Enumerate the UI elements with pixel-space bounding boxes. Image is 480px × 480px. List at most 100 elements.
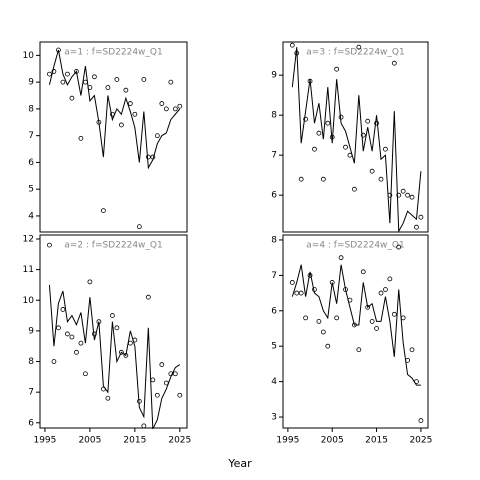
data-point [74,349,79,355]
data-point [329,280,335,285]
data-point [343,144,348,150]
y-tick-label: 10 [23,51,35,61]
data-point [163,106,169,112]
data-point [127,101,133,106]
x-tick-label: 2025 [168,436,191,446]
data-point [78,340,84,346]
data-point [154,392,160,398]
data-point [387,276,393,282]
data-point [387,192,393,198]
data-point [418,418,424,423]
data-point [338,114,344,120]
y-tick-label: 7 [271,271,277,281]
data-point [351,322,357,328]
data-point [374,120,379,126]
data-point [91,74,97,80]
data-point [65,71,70,77]
y-tick-label: 8 [271,235,277,245]
data-point [132,337,138,343]
data-point [78,135,84,141]
data-point [356,44,362,50]
y-tick-label: 8 [28,104,34,114]
data-point [96,119,102,125]
data-point [294,50,300,56]
data-point [307,272,313,278]
data-point [114,325,120,331]
panel-title: a=4 : f=SD2224w_Q1 [306,241,404,251]
data-point [109,111,115,117]
y-tick-label: 5 [271,342,277,352]
data-point [87,279,93,285]
data-point [65,331,70,337]
data-point [312,287,317,292]
y-tick-label: 3 [271,413,277,423]
data-point [396,192,402,198]
data-point [141,77,147,82]
series-line [48,284,181,430]
y-tick-label: 7 [271,151,277,161]
data-point [69,334,75,340]
data-point [409,194,415,200]
data-point [87,85,93,90]
data-point [145,294,151,300]
data-point [118,122,124,128]
data-point [177,103,183,109]
data-point [74,69,79,74]
x-tick-label: 1995 [33,436,56,446]
data-point [168,79,174,85]
data-point [123,87,129,93]
y-tick-label: 12 [23,234,34,244]
data-point [369,319,375,324]
x-tick-label: 2025 [409,436,432,446]
data-point [150,377,156,383]
data-point [100,386,106,392]
data-point [69,95,75,101]
data-point [132,111,138,117]
data-point [414,224,419,230]
data-point [177,392,183,398]
data-point [378,176,384,182]
data-point [405,192,411,198]
data-point [127,340,133,346]
data-point [383,146,388,152]
data-point [100,208,106,213]
data-point [105,395,111,401]
data-point [47,71,52,77]
data-point [159,101,165,106]
data-point [51,69,57,74]
panel-frame [282,234,429,429]
y-tick-label: 5 [28,185,34,195]
data-point [60,307,66,312]
data-point [294,290,300,296]
data-point [400,188,406,194]
y-tick-label: 9 [28,326,34,336]
data-point [369,168,375,174]
data-point [365,118,371,124]
data-point [396,244,402,250]
data-point [405,357,411,363]
data-point [383,287,388,292]
data-point [56,325,61,331]
y-tick-label: 9 [271,71,277,81]
data-point [150,154,156,160]
data-point [325,120,331,126]
data-point [141,423,147,429]
panel-frame [39,234,188,429]
data-point [320,176,326,182]
data-point [409,347,415,353]
panel-title: a=2 : f=SD2224w_Q1 [64,241,162,251]
data-point [351,186,357,192]
data-point [391,311,397,317]
data-point [83,79,88,85]
data-point [418,214,424,220]
x-tick-label: 2015 [365,436,388,446]
data-point [154,133,160,139]
data-point [145,154,151,160]
data-point [320,329,326,335]
data-point [360,269,366,275]
data-point [303,315,309,321]
data-point [343,287,348,292]
panel-title: a=1 : f=SD2224w_Q1 [64,48,162,58]
